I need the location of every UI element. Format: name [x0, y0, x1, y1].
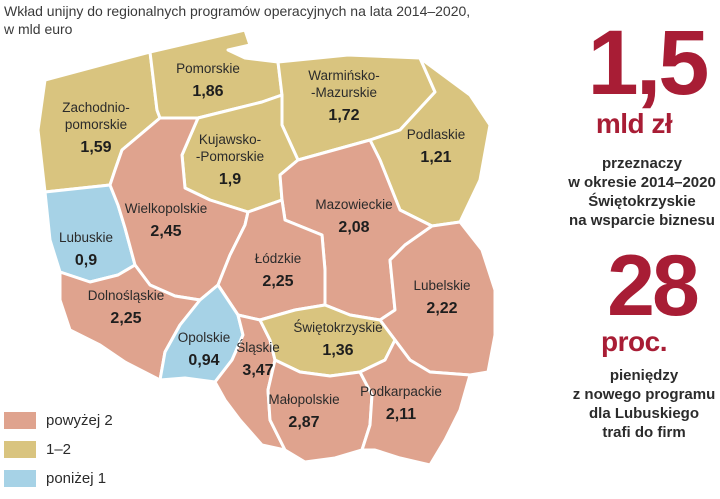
region-name-pomorskie: Pomorskie — [176, 61, 240, 76]
region-name-zachodniopomorskie: pomorskie — [65, 117, 127, 132]
stat2-desc-line: dla Lubuskiego — [588, 405, 699, 422]
stat2-desc-line: z nowego programu — [572, 386, 716, 403]
region-name-malopolskie: Małopolskie — [268, 392, 339, 407]
region-value-mazowieckie: 2,08 — [338, 219, 369, 236]
stat1-desc-line: przeznaczy — [601, 155, 683, 172]
region-value-dolnoslaskie: 2,25 — [110, 310, 141, 327]
stat2-description: pieniędzy z nowego programu dla Lubuskie… — [548, 366, 720, 442]
legend-item-above-2: powyżej 2 — [4, 406, 113, 435]
region-name-kujawsko-pomorskie: Kujawsko- — [199, 132, 261, 147]
caption-line-1: Wkład unijny do regionalnych programów o… — [4, 3, 471, 19]
legend-label: 1–2 — [46, 441, 72, 458]
stat2-desc-line: trafi do firm — [602, 424, 686, 441]
region-name-lubelskie: Lubelskie — [413, 278, 470, 293]
region-value-warminsko-mazurskie: 1,72 — [328, 107, 359, 124]
region-podkarpackie[interactable] — [358, 338, 472, 467]
region-value-malopolskie: 2,87 — [288, 414, 319, 431]
stat1-number: 1,5 — [587, 12, 710, 114]
map-legend: powyżej 2 1–2 poniżej 1 — [4, 406, 113, 493]
legend-swatch — [4, 470, 36, 487]
region-value-podkarpackie: 2,11 — [386, 406, 416, 423]
stat2-number: 28 — [607, 238, 700, 334]
legend-item-below-1: poniżej 1 — [4, 464, 113, 493]
region-value-lubelskie: 2,22 — [426, 300, 457, 317]
region-value-lodzkie: 2,25 — [262, 273, 293, 290]
region-name-mazowieckie: Mazowieckie — [315, 197, 392, 212]
region-value-lubuskie: 0,9 — [75, 252, 97, 269]
stat1-desc-line: Świętokrzyskie — [588, 193, 696, 210]
region-value-slaskie: 3,47 — [242, 362, 273, 379]
region-value-opolskie: 0,94 — [188, 352, 219, 369]
poland-voivodeship-map: Zachodnio-pomorskie 1,59 Pomorskie 1,86 Warm… — [36, 28, 497, 467]
region-name-lubuskie: Lubuskie — [59, 230, 113, 245]
stat2-unit: proc. — [601, 326, 667, 357]
region-value-zachodniopomorskie: 1,59 — [80, 139, 111, 156]
region-name-lodzkie: Łódzkie — [255, 251, 302, 266]
stat1-desc-line: na wsparcie biznesu — [569, 212, 715, 229]
legend-swatch — [4, 441, 36, 458]
region-name-podlaskie: Podlaskie — [407, 127, 466, 142]
map-caption: Wkład unijny do regionalnych programów o… — [4, 2, 484, 38]
legend-swatch — [4, 412, 36, 429]
region-value-wielkopolskie: 2,45 — [150, 223, 181, 240]
region-name-wielkopolskie: Wielkopolskie — [125, 201, 208, 216]
region-name-podkarpackie: Podkarpackie — [360, 384, 442, 399]
caption-line-2: w mld euro — [4, 21, 73, 37]
region-name-dolnoslaskie: Dolnośląskie — [88, 288, 165, 303]
region-name-slaskie: Śląskie — [236, 340, 280, 355]
stat1-description: przeznaczy w okresie 2014–2020 Świętokrz… — [548, 154, 720, 230]
side-panel: 1,5 mld zł przeznaczy w okresie 2014–202… — [548, 12, 720, 442]
region-value-kujawsko-pomorskie: 1,9 — [219, 171, 241, 188]
region-name-opolskie: Opolskie — [178, 330, 231, 345]
region-name-swietokrzyskie: Świętokrzyskie — [293, 320, 382, 335]
region-name-warminsko-mazurskie: Warmińsko- — [308, 68, 380, 83]
stat1-unit: mld zł — [595, 108, 673, 139]
stat1-desc-line: w okresie 2014–2020 — [568, 174, 716, 191]
region-name-kujawsko-pomorskie: -Pomorskie — [196, 149, 264, 164]
stat2-desc-line: pieniędzy — [609, 367, 679, 384]
legend-label: powyżej 2 — [46, 412, 113, 429]
region-malopolskie[interactable] — [266, 358, 374, 464]
region-value-pomorskie: 1,86 — [192, 83, 223, 100]
region-value-swietokrzyskie: 1,36 — [322, 342, 353, 359]
region-value-podlaskie: 1,21 — [420, 149, 451, 166]
region-name-zachodniopomorskie: Zachodnio- — [62, 100, 130, 115]
legend-label: poniżej 1 — [46, 470, 107, 487]
region-name-warminsko-mazurskie: -Mazurskie — [311, 85, 377, 100]
legend-item-1-to-2: 1–2 — [4, 435, 113, 464]
